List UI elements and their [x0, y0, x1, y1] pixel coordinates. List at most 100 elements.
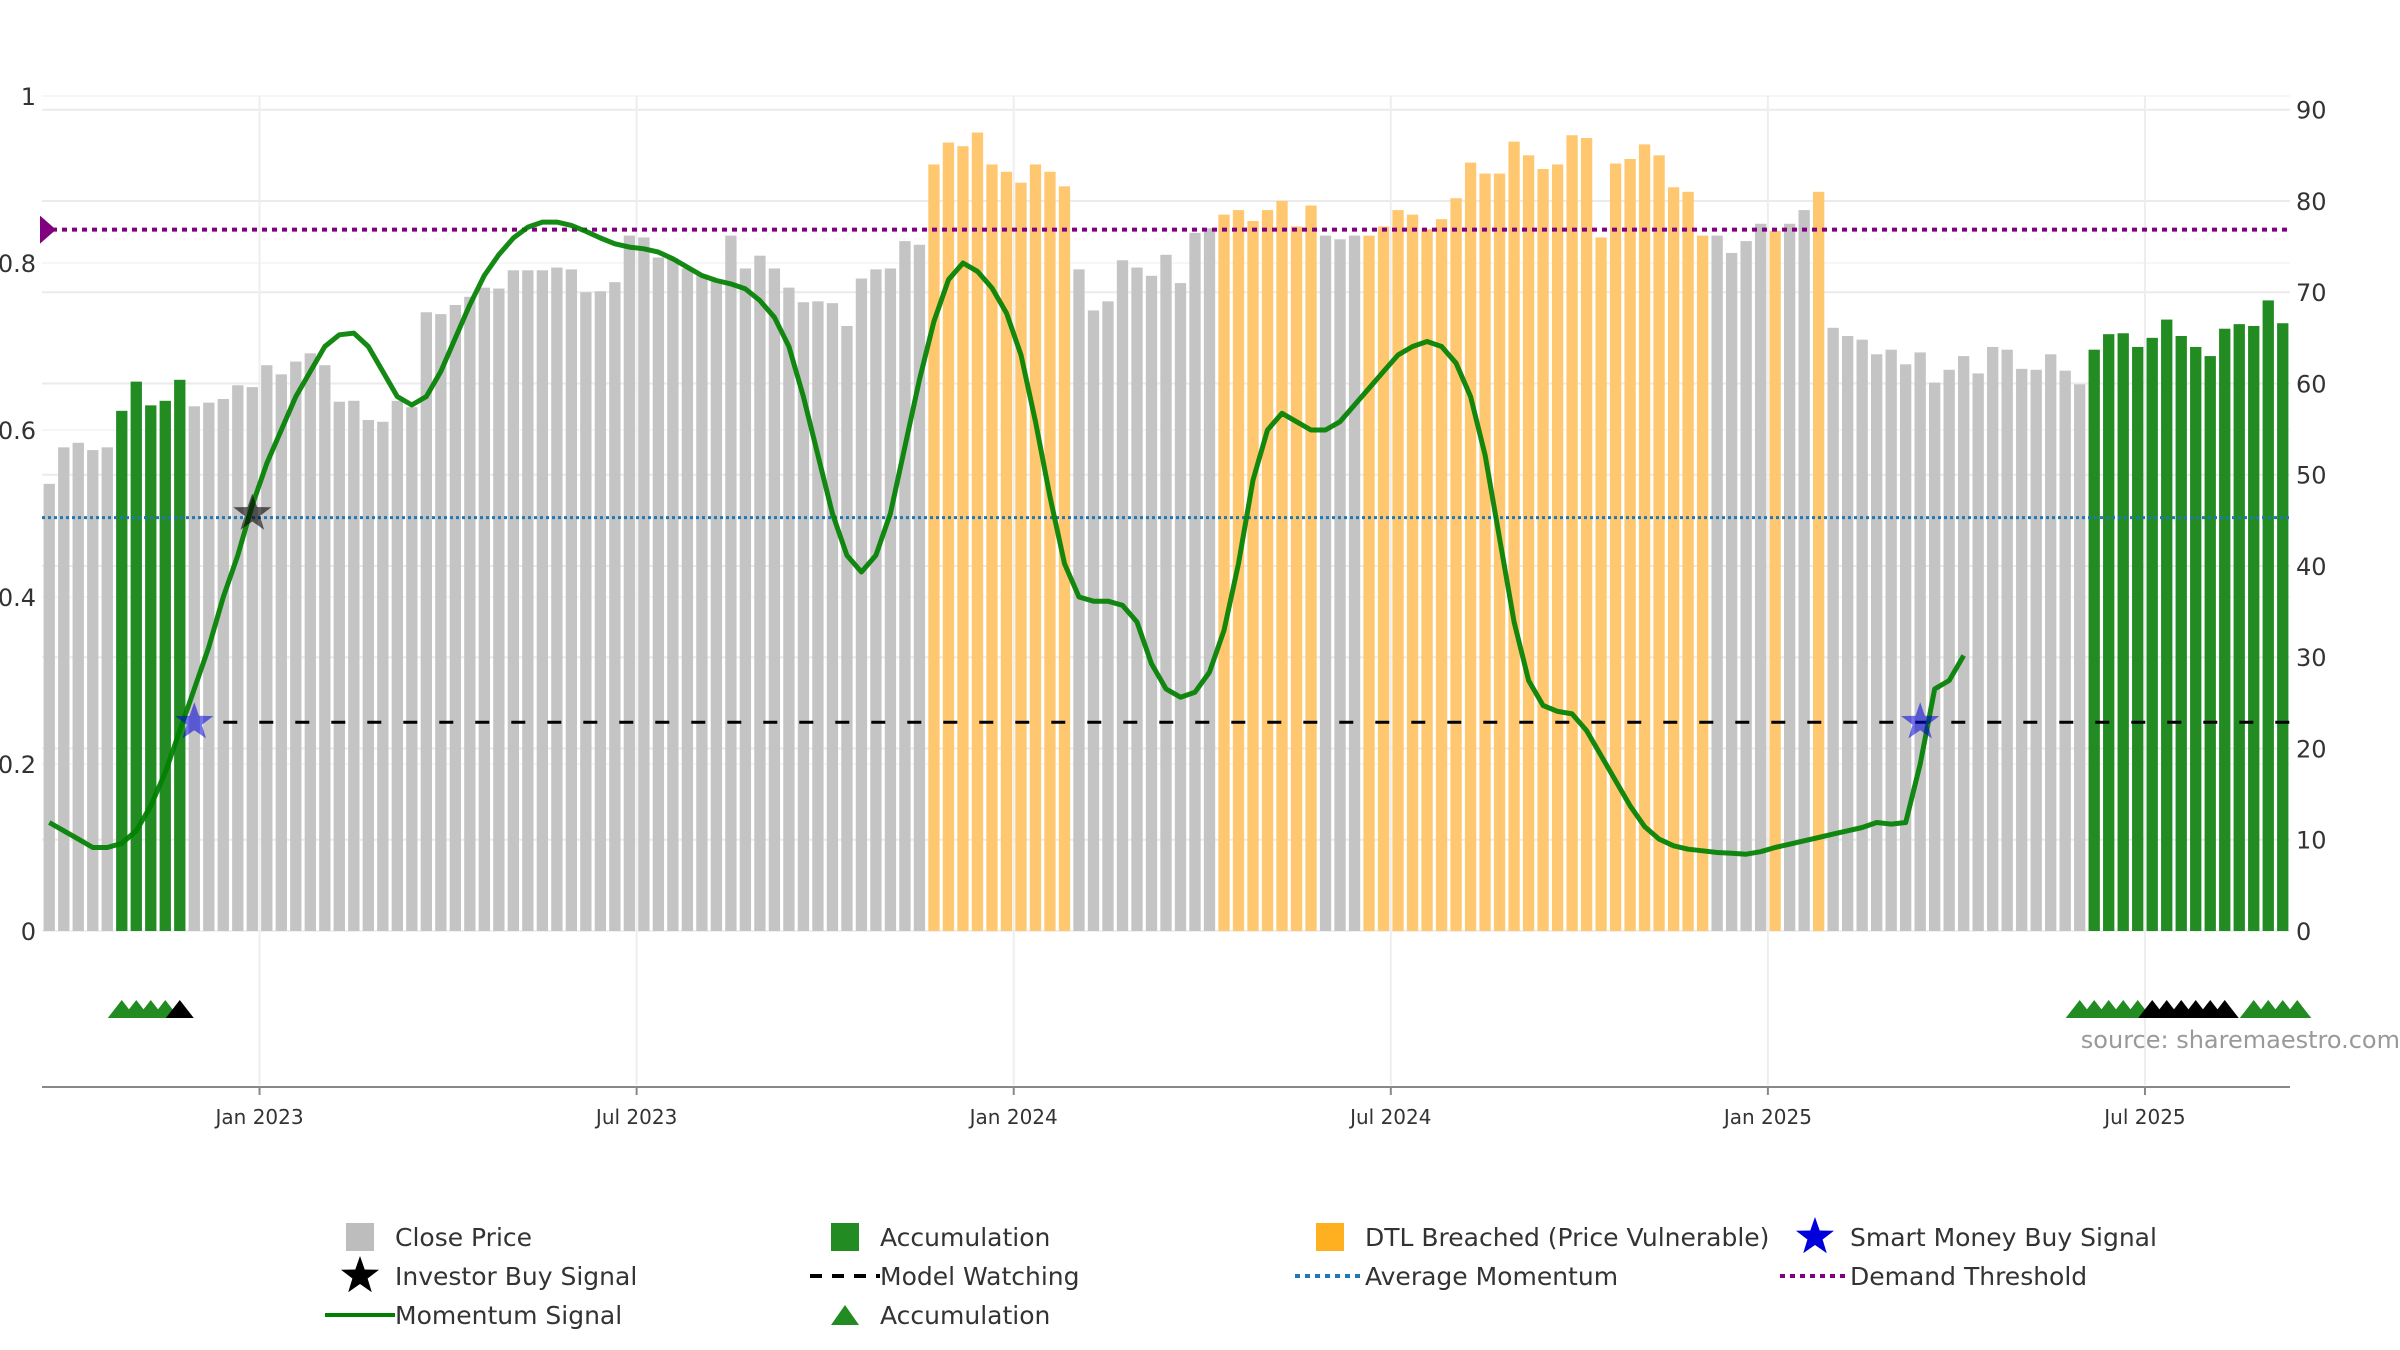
price-bar [362, 419, 374, 931]
dtl-breached-bar [1247, 221, 1259, 931]
dtl-breached-bar [1508, 141, 1520, 931]
price-bar [1102, 301, 1114, 931]
accumulation-bar [159, 400, 171, 931]
price-bar [855, 278, 868, 931]
dtl-breached-bar [1290, 226, 1303, 932]
dtl-breached-bar [1435, 219, 1448, 931]
accumulation-bar [2161, 319, 2173, 931]
dtl-breached-bar [1696, 235, 1709, 932]
price-bar [594, 291, 607, 931]
price-bar [1914, 352, 1926, 931]
price-bar [1174, 283, 1187, 931]
price-bar [2001, 349, 2013, 932]
left-tick-label: 0.4 [0, 584, 36, 612]
price-bar [1929, 382, 1941, 931]
dtl-breached-bar [1479, 173, 1491, 932]
right-tick-label: 40 [2296, 553, 2327, 581]
price-bar [710, 280, 723, 931]
dtl-breached-bar [1580, 137, 1593, 931]
price-bar [565, 269, 578, 932]
price-bar [1754, 223, 1767, 931]
price-bar [1203, 228, 1216, 932]
price-bar [522, 270, 534, 931]
source-label: source: sharemaestro.com [2081, 1026, 2400, 1054]
price-bar [1145, 275, 1158, 931]
price-bar [1073, 269, 1085, 932]
price-bar [449, 304, 461, 931]
dtl-breached-bar [1609, 163, 1622, 932]
price-bar [203, 402, 215, 932]
price-bar [2030, 369, 2042, 931]
price-bar [1871, 354, 1883, 931]
right-tick-label: 0 [2296, 918, 2311, 946]
legend-swatch [831, 1223, 859, 1251]
legend-item: DTL Breached (Price Vulnerable) [1316, 1223, 1769, 1252]
legend-label: Investor Buy Signal [395, 1262, 637, 1291]
price-bar [725, 235, 737, 932]
legend-item: Momentum Signal [325, 1301, 622, 1330]
price-bar [290, 361, 302, 931]
price-bar [1087, 310, 1100, 931]
price-bar [1116, 260, 1129, 931]
price-bar [493, 288, 505, 932]
demand-threshold-marker [40, 215, 56, 244]
legend-triangle-icon [831, 1305, 859, 1325]
dtl-breached-bar [971, 132, 984, 931]
price-bar [1189, 232, 1201, 931]
accumulation-triangle [2283, 1000, 2312, 1018]
price-bar [87, 450, 99, 931]
price-bar [333, 401, 345, 931]
dtl-breached-bar [1392, 210, 1404, 931]
dtl-breached-bar [957, 146, 969, 931]
accumulation-bar [2132, 346, 2144, 931]
price-bar [1725, 252, 1738, 932]
price-bar [681, 268, 694, 931]
accumulation-bar [174, 379, 186, 932]
price-bar [739, 268, 752, 931]
price-bar [1131, 267, 1143, 931]
momentum-signal [48, 219, 1966, 857]
x-tick-label: Jul 2024 [1348, 1105, 1431, 1129]
legend-label: DTL Breached (Price Vulnerable) [1365, 1223, 1769, 1252]
price-bar [1885, 349, 1897, 932]
accumulation-bar [2117, 333, 2129, 931]
price-bar [667, 258, 679, 932]
legend-label: Smart Money Buy Signal [1850, 1223, 2157, 1252]
price-bar [348, 400, 360, 931]
price-bar [652, 257, 665, 931]
price-bar [1972, 373, 1984, 931]
accumulation-bar [2088, 349, 2100, 932]
left-tick-label: 0.8 [0, 250, 36, 278]
right-tick-label: 30 [2296, 644, 2327, 672]
signal-markers [175, 493, 1940, 739]
price-bar [1711, 235, 1723, 932]
accumulation-bar [116, 410, 128, 931]
price-bar [696, 274, 708, 931]
dtl-breached-bar [1450, 198, 1462, 932]
legend-label: Close Price [395, 1223, 532, 1252]
legend-label: Model Watching [880, 1262, 1080, 1291]
price-bar [1841, 336, 1854, 931]
right-tick-label: 80 [2296, 188, 2327, 216]
price-bar [1740, 241, 1752, 931]
accumulation-bar [2248, 325, 2260, 931]
legend-star-icon [341, 1256, 379, 1293]
dtl-breached-bar [1595, 237, 1607, 931]
price-bar [1827, 327, 1839, 931]
right-tick-label: 50 [2296, 462, 2327, 490]
accumulation-bar [2204, 356, 2216, 931]
price-bar [783, 287, 795, 931]
dtl-breached-bar [1044, 171, 1056, 931]
right-tick-label: 70 [2296, 279, 2327, 307]
legend-item: Accumulation [831, 1223, 1050, 1252]
legend-item: Close Price [346, 1223, 532, 1252]
accumulation-bar [2219, 328, 2231, 931]
legend: Close Price Accumulation DTL Breached (Pri… [325, 1217, 2157, 1330]
x-tick-label: Jul 2023 [594, 1105, 677, 1129]
price-bar [1334, 239, 1346, 932]
accumulation-triangle-black [165, 1000, 194, 1018]
price-bar [1160, 254, 1172, 932]
price-bar [551, 267, 563, 931]
reference-lines [40, 215, 2290, 724]
legend-label: Demand Threshold [1850, 1262, 2087, 1291]
